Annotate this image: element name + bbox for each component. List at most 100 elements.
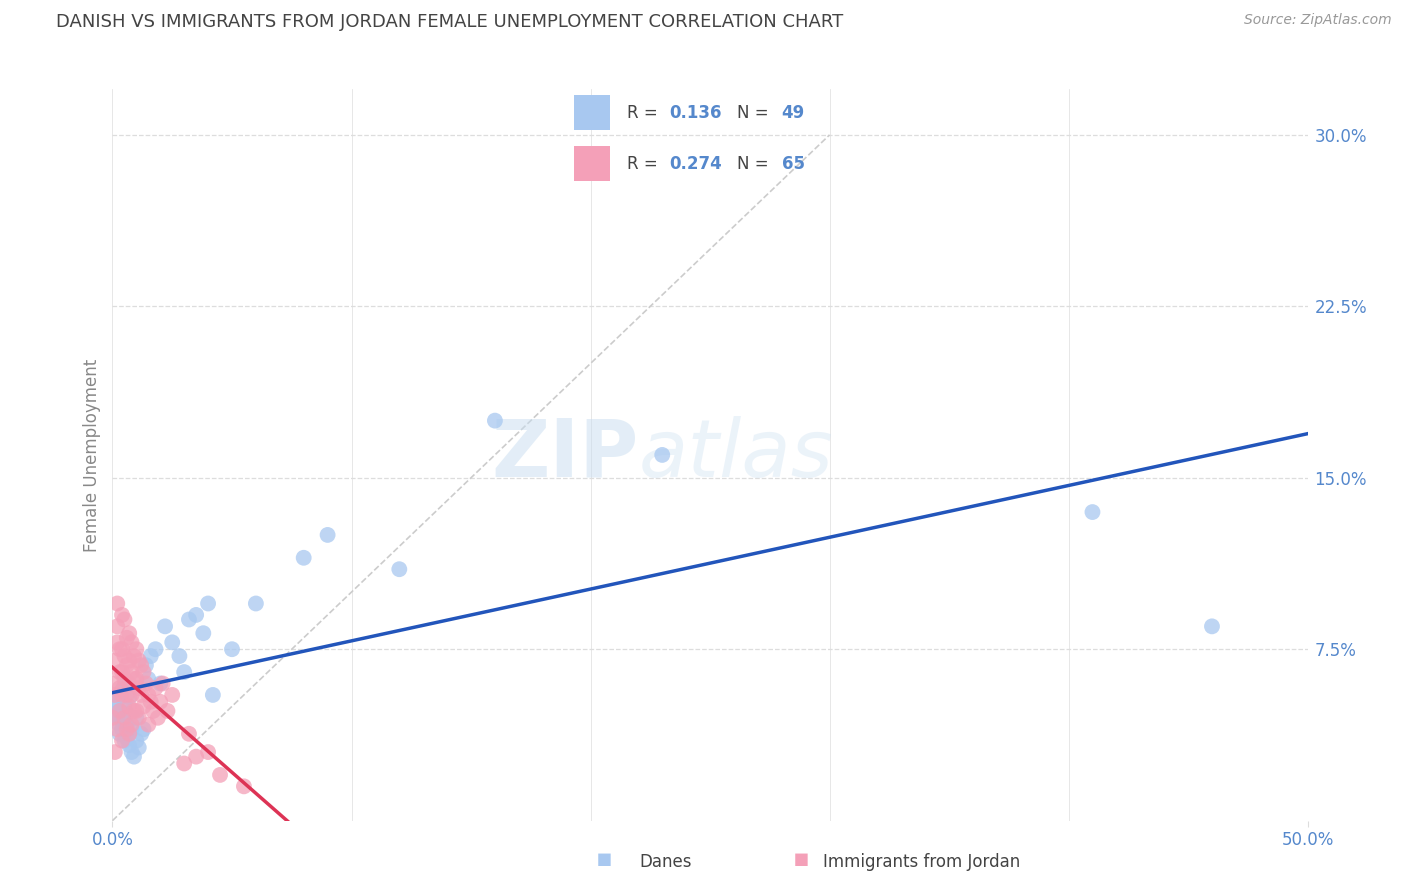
Text: R =: R = — [627, 103, 664, 121]
Point — [101, 711, 124, 725]
Point — [139, 695, 162, 709]
Text: atlas: atlas — [638, 416, 834, 494]
Point — [118, 727, 141, 741]
Point — [193, 626, 215, 640]
FancyBboxPatch shape — [574, 95, 610, 130]
Point — [115, 658, 138, 673]
Point — [197, 745, 219, 759]
Point — [118, 676, 141, 690]
Text: 49: 49 — [782, 103, 806, 121]
Point — [108, 665, 131, 679]
Point — [111, 642, 134, 657]
Point — [108, 704, 131, 718]
Point — [104, 688, 127, 702]
Point — [115, 631, 138, 645]
Point — [115, 723, 138, 737]
Point — [114, 697, 135, 711]
FancyBboxPatch shape — [574, 146, 610, 181]
Point — [104, 745, 127, 759]
Point — [121, 717, 143, 731]
Point — [128, 681, 150, 695]
Point — [122, 672, 145, 686]
Point — [105, 723, 128, 737]
Point — [186, 749, 208, 764]
Point — [122, 704, 145, 718]
Point — [104, 654, 127, 668]
Point — [128, 740, 150, 755]
Text: N =: N = — [737, 155, 773, 173]
Text: 0.136: 0.136 — [669, 103, 721, 121]
Point — [122, 649, 145, 664]
Text: DANISH VS IMMIGRANTS FROM JORDAN FEMALE UNEMPLOYMENT CORRELATION CHART: DANISH VS IMMIGRANTS FROM JORDAN FEMALE … — [56, 13, 844, 31]
Point — [1081, 505, 1104, 519]
Point — [114, 711, 135, 725]
Point — [138, 672, 160, 686]
Point — [149, 676, 172, 690]
Point — [197, 597, 219, 611]
Text: ▪: ▪ — [596, 847, 613, 871]
Point — [145, 642, 167, 657]
Point — [111, 683, 134, 698]
Point — [108, 642, 131, 657]
Point — [129, 688, 152, 702]
Point — [122, 749, 145, 764]
Point — [125, 642, 148, 657]
Point — [115, 706, 138, 721]
Y-axis label: Female Unemployment: Female Unemployment — [83, 359, 101, 551]
Text: ▪: ▪ — [793, 847, 810, 871]
Point — [177, 727, 200, 741]
Point — [232, 780, 256, 794]
Point — [135, 658, 157, 673]
Point — [152, 676, 174, 690]
Point — [108, 704, 131, 718]
Point — [121, 665, 143, 679]
Point — [108, 727, 131, 741]
Point — [118, 690, 141, 705]
Point — [105, 635, 128, 649]
Point — [121, 635, 143, 649]
Point — [105, 619, 128, 633]
Point — [111, 665, 134, 679]
Point — [145, 681, 167, 695]
Point — [129, 727, 152, 741]
Point — [118, 699, 141, 714]
Point — [132, 699, 155, 714]
Point — [201, 688, 224, 702]
Point — [111, 713, 134, 727]
Point — [138, 717, 160, 731]
Point — [114, 672, 135, 686]
Point — [101, 676, 124, 690]
Point — [118, 738, 141, 752]
Point — [115, 688, 138, 702]
Point — [169, 649, 191, 664]
Point — [125, 672, 148, 686]
Point — [114, 733, 135, 747]
Point — [129, 658, 152, 673]
Point — [105, 597, 128, 611]
Point — [132, 665, 155, 679]
Point — [316, 528, 339, 542]
Point — [125, 711, 148, 725]
Text: Immigrants from Jordan: Immigrants from Jordan — [823, 853, 1019, 871]
Point — [118, 654, 141, 668]
Point — [121, 745, 143, 759]
Point — [208, 768, 231, 782]
Point — [128, 711, 150, 725]
Point — [173, 756, 195, 771]
Point — [1201, 619, 1223, 633]
Point — [156, 704, 179, 718]
Point — [125, 704, 148, 718]
Point — [221, 642, 243, 657]
Text: Source: ZipAtlas.com: Source: ZipAtlas.com — [1244, 13, 1392, 28]
Point — [115, 717, 138, 731]
Point — [104, 699, 127, 714]
Text: 0.274: 0.274 — [669, 155, 723, 173]
Point — [111, 723, 134, 737]
Text: N =: N = — [737, 103, 773, 121]
Point — [153, 619, 176, 633]
Point — [245, 597, 267, 611]
Point — [121, 723, 143, 737]
Point — [651, 448, 673, 462]
Point — [149, 695, 172, 709]
Point — [128, 654, 150, 668]
